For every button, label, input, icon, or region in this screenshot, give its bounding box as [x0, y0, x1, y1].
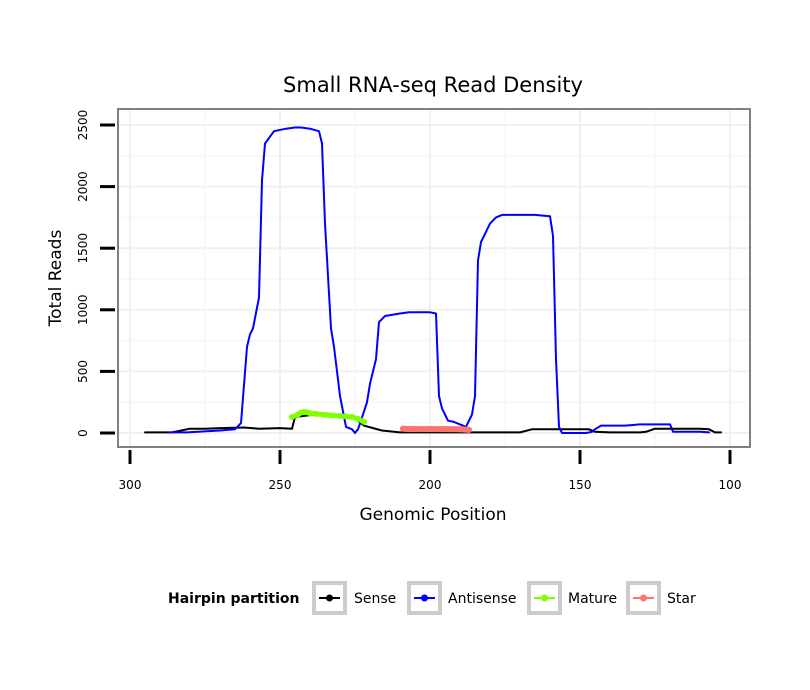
y-tick-label: 1500 — [76, 233, 90, 264]
series-point-mature — [349, 413, 355, 420]
legend-key-point-sense — [326, 594, 333, 602]
series-point-mature — [355, 415, 361, 422]
series-point-mature — [343, 413, 349, 420]
legend-key-point-mature — [541, 594, 548, 602]
grid-lines — [118, 109, 750, 447]
plot-background — [118, 109, 750, 447]
series-point-mature — [322, 411, 328, 418]
series-point-star — [427, 426, 433, 433]
series-point-star — [400, 425, 406, 432]
legend-label-antisense: Antisense — [448, 591, 517, 607]
y-axis-title: Total Reads — [46, 230, 66, 328]
legend-label-mature: Mature — [568, 591, 617, 607]
x-tick-label: 100 — [719, 478, 742, 492]
x-axis-title: Genomic Position — [359, 505, 506, 525]
x-tick-label: 200 — [419, 478, 442, 492]
y-tick-label: 2500 — [76, 110, 90, 141]
series-point-star — [406, 426, 412, 433]
y-tick-label: 1000 — [76, 295, 90, 326]
series-line-sense — [144, 413, 722, 434]
series-point-star — [457, 426, 463, 433]
y-tick-label: 500 — [76, 360, 90, 383]
series-point-star — [466, 426, 472, 433]
chart-title: Small RNA-seq Read Density — [283, 73, 583, 97]
series-point-mature — [361, 418, 367, 425]
x-tick-label: 300 — [119, 478, 142, 492]
legend-key-point-antisense — [421, 594, 428, 602]
x-axis: 300 250 200 150 100 — [119, 450, 742, 492]
series-point-star — [412, 426, 418, 433]
legend-label-sense: Sense — [354, 591, 396, 607]
legend-key-point-star — [640, 594, 647, 602]
series-line-antisense — [168, 126, 710, 434]
y-axis: 0 500 1000 1500 2000 2500 — [76, 110, 115, 437]
series-point-mature — [289, 413, 295, 420]
series-point-mature — [337, 412, 343, 419]
x-tick-label: 150 — [569, 478, 592, 492]
series-point-mature — [328, 412, 334, 419]
legend: Hairpin partition Sense Antisense Mature St… — [168, 581, 696, 615]
series-layer — [144, 126, 722, 434]
series-point-mature — [313, 410, 319, 417]
x-tick-label: 250 — [269, 478, 292, 492]
y-tick-label: 2000 — [76, 171, 90, 202]
series-point-mature — [307, 410, 313, 417]
legend-title: Hairpin partition — [168, 591, 299, 607]
legend-label-star: Star — [667, 591, 696, 607]
plot-border — [117, 108, 751, 448]
series-point-star — [442, 426, 448, 433]
y-tick-label: 0 — [76, 429, 90, 437]
